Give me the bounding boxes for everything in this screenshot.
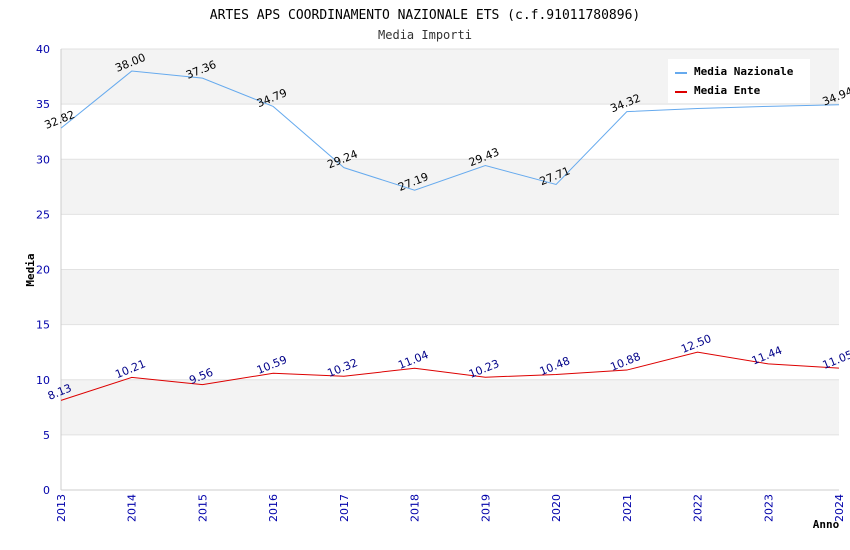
y-tick-label: 40 [36, 43, 50, 56]
x-tick-label: 2024 [833, 494, 846, 522]
grid-band [61, 159, 839, 215]
grid-bands [61, 48, 839, 491]
x-tick-label: 2022 [692, 494, 705, 522]
x-tick-label: 2020 [550, 494, 563, 522]
x-tick-label: 2019 [479, 494, 492, 522]
y-tick-label: 20 [36, 264, 50, 277]
chart-subtitle: Media Importi [378, 28, 472, 42]
y-tick-label: 35 [36, 98, 50, 111]
y-axis-label: Media [24, 253, 37, 286]
grid-band [61, 379, 839, 435]
x-tick-label: 2018 [409, 494, 422, 522]
legend-label-nazionale: Media Nazionale [694, 65, 794, 78]
axes [60, 49, 839, 491]
chart-title: ARTES APS COORDINAMENTO NAZIONALE ETS (c… [210, 8, 640, 23]
x-ticks: 2013 2014 2015 2016 2017 2018 2019 2020 2021 2022… [55, 494, 846, 522]
y-tick-label: 10 [36, 374, 50, 387]
y-tick-label: 0 [43, 484, 50, 497]
grid-band [61, 434, 839, 490]
grid-band [61, 324, 839, 380]
y-ticks: 0 5 10 15 20 25 30 35 40 [36, 43, 50, 497]
grid-band [61, 269, 839, 325]
y-tick-label: 30 [36, 153, 50, 166]
x-tick-label: 2013 [55, 494, 68, 522]
x-axis-label: Anno [813, 518, 840, 531]
x-tick-label: 2021 [621, 494, 634, 522]
legend-box [668, 59, 810, 103]
series-lines [60, 70, 840, 401]
y-tick-label: 25 [36, 208, 50, 221]
series-line [60, 70, 840, 191]
y-tick-label: 5 [43, 429, 50, 442]
x-tick-label: 2017 [338, 494, 351, 522]
x-tick-label: 2023 [762, 494, 775, 522]
x-tick-label: 2016 [267, 494, 280, 522]
y-tick-label: 15 [36, 319, 50, 332]
grid-band [61, 104, 839, 160]
legend: Media Nazionale Media Ente [668, 59, 810, 103]
x-tick-label: 2015 [196, 494, 209, 522]
series-line [60, 351, 840, 401]
grid-band [61, 214, 839, 270]
x-tick-label: 2014 [126, 494, 139, 522]
legend-label-ente: Media Ente [694, 84, 761, 97]
